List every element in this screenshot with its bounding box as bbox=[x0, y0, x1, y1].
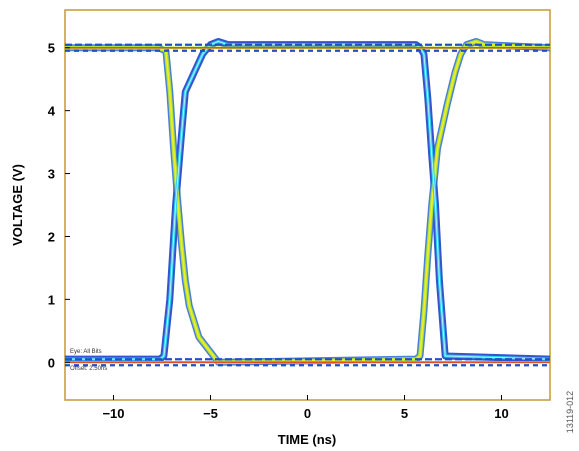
level-lines bbox=[65, 43, 550, 367]
scope-annotation-1: Eye: All Bits bbox=[70, 349, 102, 355]
second-trace-core bbox=[65, 40, 550, 364]
y-axis-ticks: 0 1 2 3 4 5 bbox=[48, 41, 70, 370]
x-axis-label: TIME (ns) bbox=[278, 432, 337, 447]
figure-id: 13119-012 bbox=[565, 391, 575, 433]
x-tick-label: 5 bbox=[401, 406, 408, 421]
x-axis-ticks: −10 −5 0 5 10 bbox=[102, 395, 509, 421]
first-trace-highlight bbox=[65, 41, 550, 360]
plot-area bbox=[64, 9, 551, 401]
y-tick-label: 2 bbox=[48, 229, 55, 244]
y-axis-label: VOLTAGE (V) bbox=[10, 164, 25, 246]
trace-group bbox=[65, 38, 550, 366]
y-tick-label: 5 bbox=[48, 41, 55, 56]
scope-annotation-2: Offset: 2.50ns bbox=[70, 366, 107, 372]
x-tick-label: 0 bbox=[304, 406, 311, 421]
x-tick-label: −10 bbox=[102, 406, 124, 421]
y-tick-label: 1 bbox=[48, 292, 55, 307]
y-tick-label: 0 bbox=[48, 355, 55, 370]
y-tick-label: 4 bbox=[48, 104, 56, 119]
x-tick-label: −5 bbox=[203, 406, 218, 421]
x-tick-label: 10 bbox=[494, 406, 508, 421]
y-tick-label: 3 bbox=[48, 167, 55, 182]
